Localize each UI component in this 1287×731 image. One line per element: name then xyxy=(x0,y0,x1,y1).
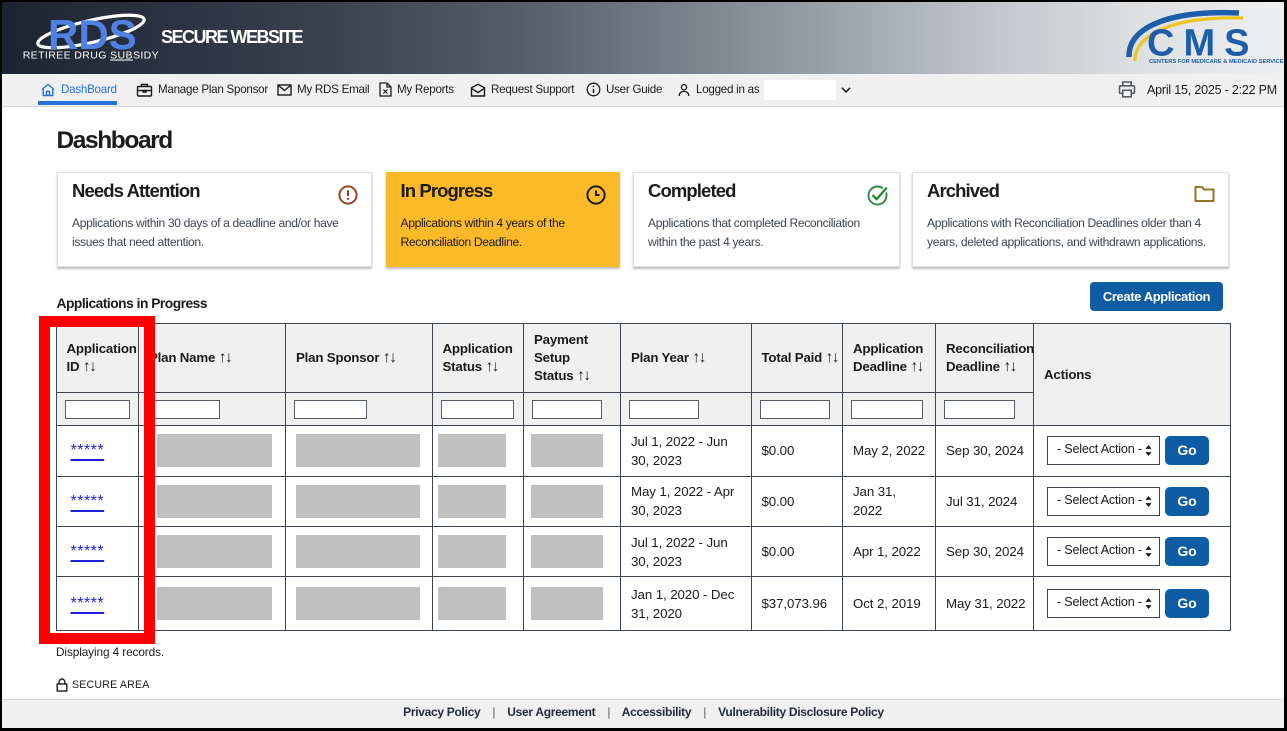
svg-text:RDS: RDS xyxy=(48,11,137,58)
svg-text:CMS: CMS xyxy=(1147,23,1258,65)
svg-text:CENTERS FOR MEDICARE & MEDICAI: CENTERS FOR MEDICARE & MEDICAID SERVICES xyxy=(1149,59,1287,65)
svg-text:RETIREE DRUG SUBSIDY: RETIREE DRUG SUBSIDY xyxy=(23,50,159,62)
